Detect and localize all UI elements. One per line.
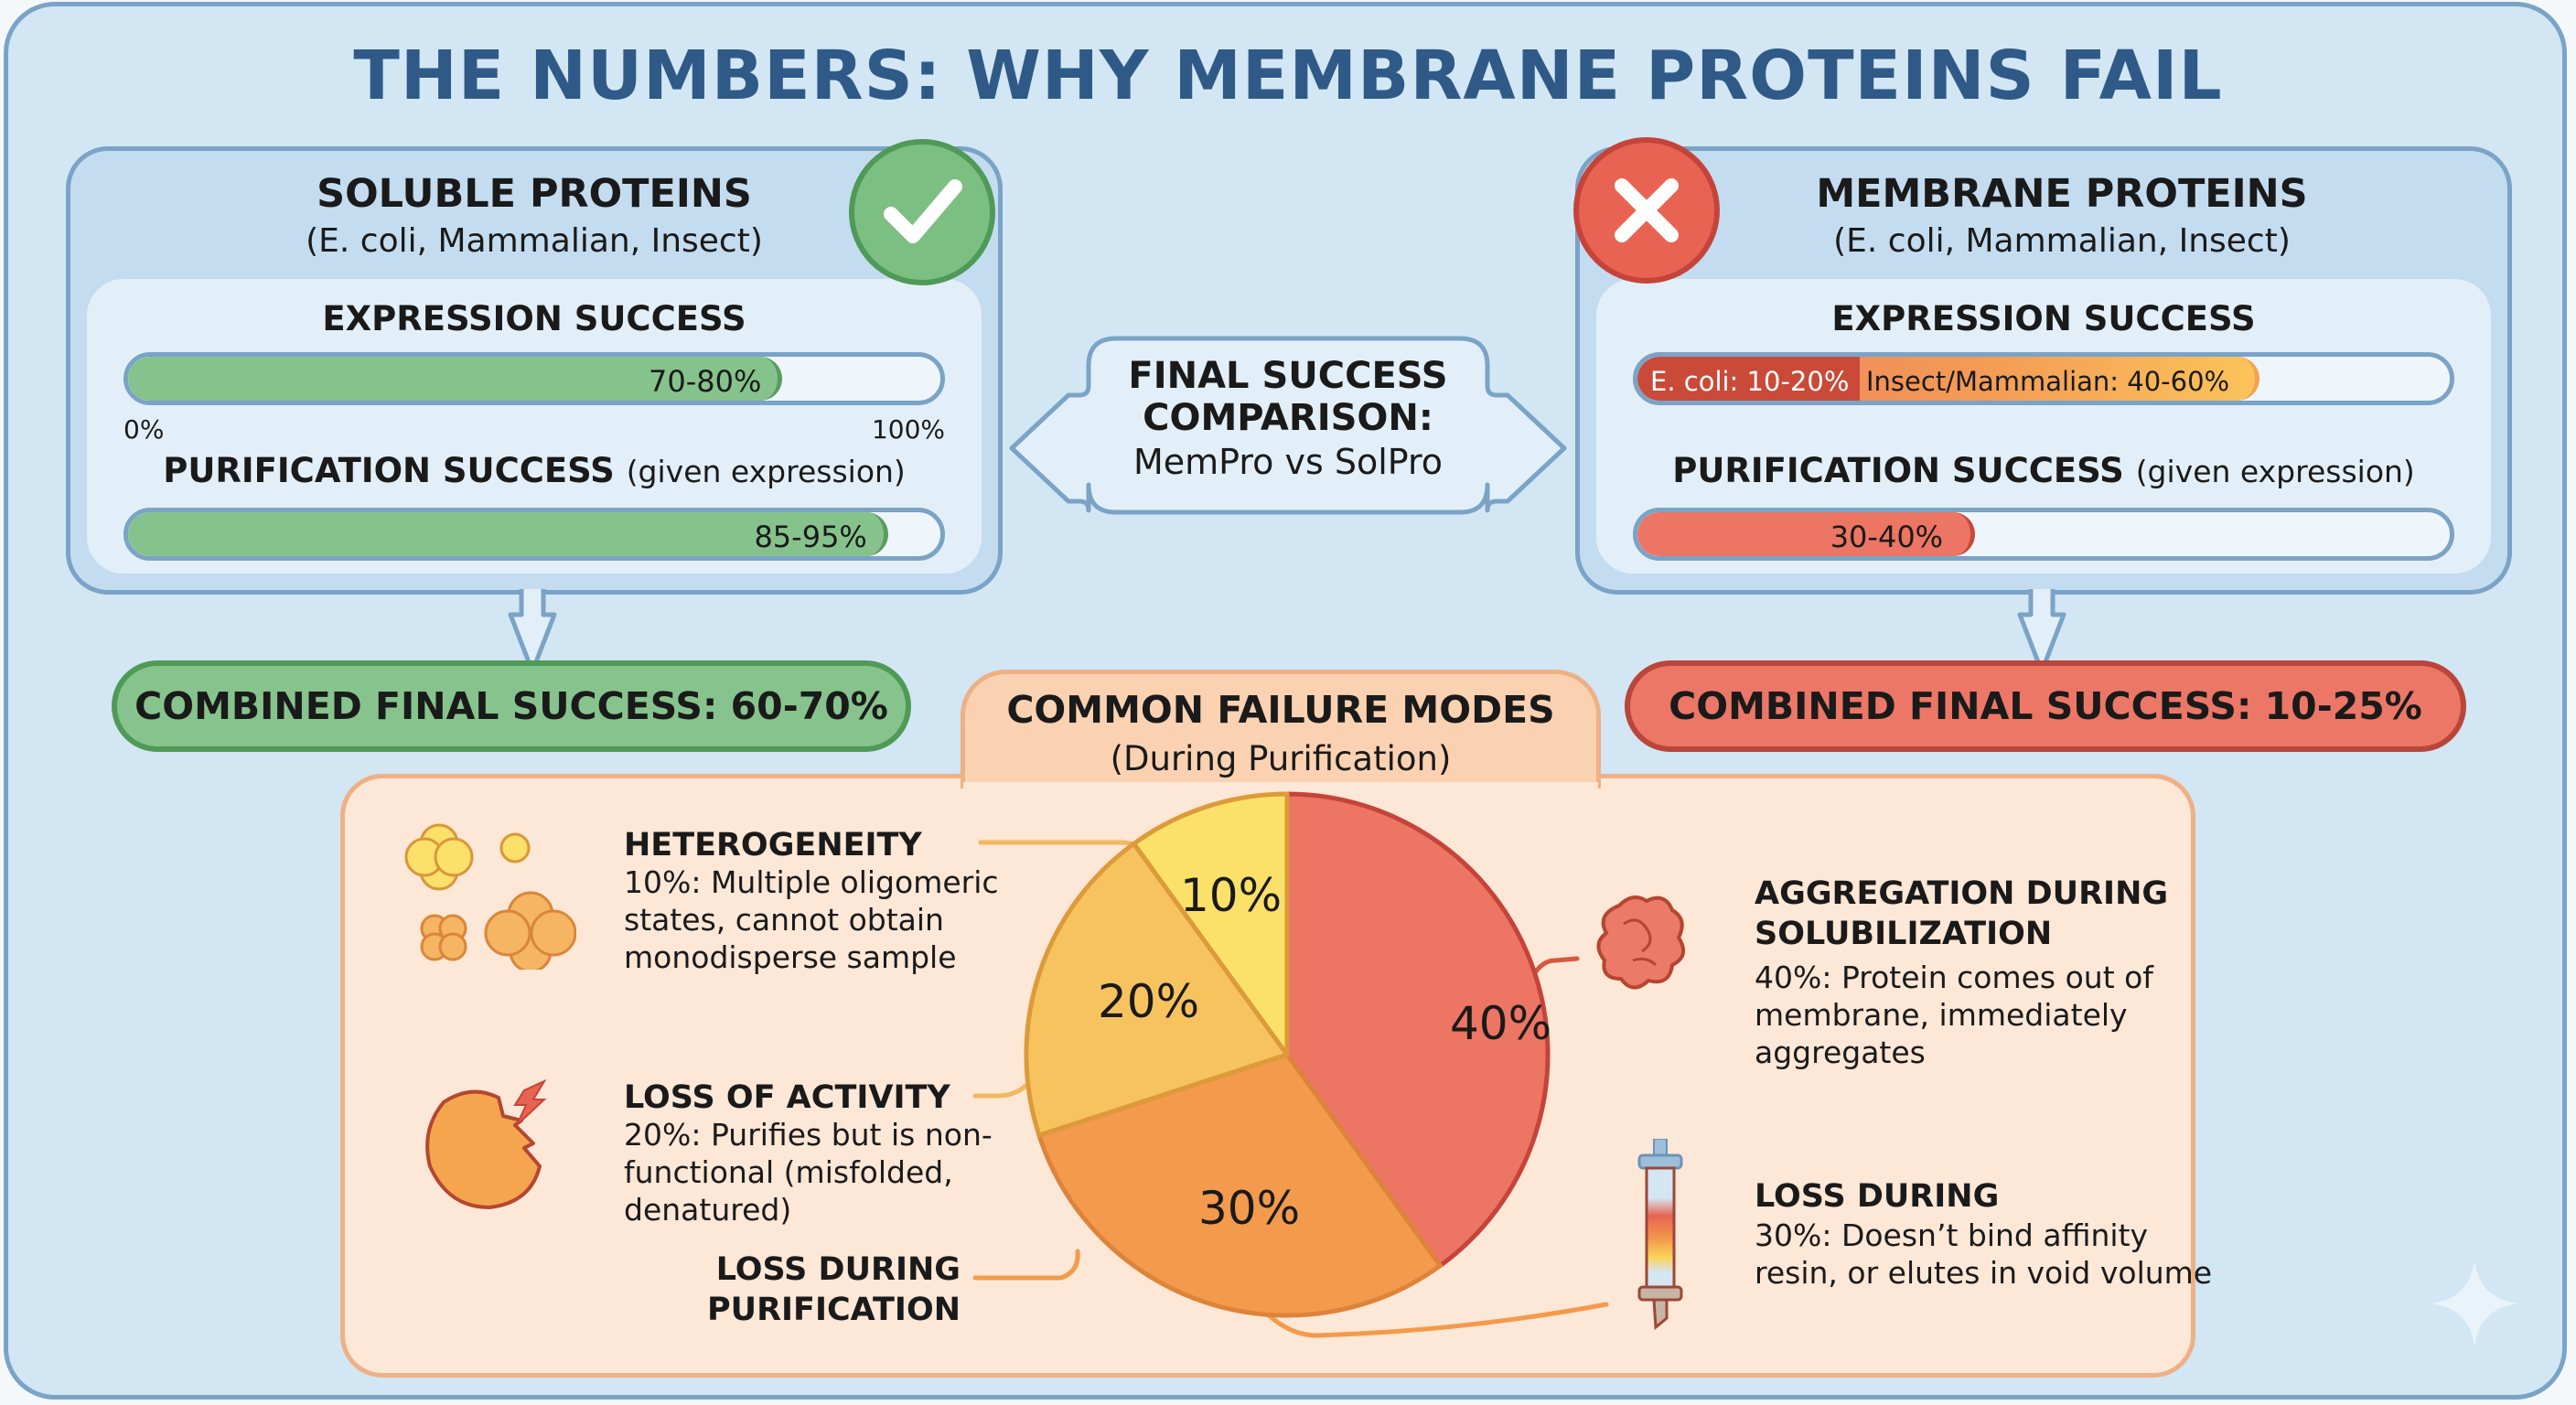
membrane-metrics: EXPRESSION SUCCESS E. coli: 10-20% Insec… [1596, 279, 2491, 574]
soluble-metrics: EXPRESSION SUCCESS 70-80% 0% 100% PURIFI… [87, 279, 982, 574]
comparison-line-2: COMPARISON: [1143, 397, 1433, 439]
chromatography-column-icon [1637, 1139, 1683, 1331]
loss-during-title: LOSS DURING [1755, 1178, 2000, 1215]
desc-line: monodisperse sample [624, 939, 957, 975]
failure-modes-header-tab [961, 670, 1601, 788]
scale-max: 100% [871, 414, 945, 445]
purification-bar: 85-95% [123, 508, 945, 561]
broken-protein-icon [425, 1079, 547, 1209]
purification-label: PURIFICATION SUCCESS (given expression) [1596, 451, 2491, 490]
expression-bar: 70-80% [123, 352, 945, 405]
purification-bar: 30-40% [1633, 508, 2454, 561]
title-line: LOSS DURING [715, 1251, 961, 1288]
expression-fill: E. coli: 10-20% Insect/Mammalian: 40-60% [1637, 357, 2259, 401]
desc-line: 40%: Protein comes out of [1755, 960, 2153, 995]
x-icon [1573, 137, 1720, 284]
comparison-text: FINAL SUCCESS COMPARISON: MemPro vs SolP… [1006, 355, 1570, 485]
comparison-line-3: MemPro vs SolPro [1132, 442, 1444, 482]
purification-qualifier: (given expression) [2135, 454, 2415, 489]
loss-of-activity-title: LOSS OF ACTIVITY [624, 1079, 950, 1116]
loss-during-purification-title: LOSS DURING PURIFICATION [659, 1249, 961, 1330]
expression-label: EXPRESSION SUCCESS [322, 299, 746, 338]
expression-ecoli-value: E. coli: 10-20% [1650, 366, 1850, 397]
tab-join [963, 782, 1598, 793]
loss-of-activity-desc: 20%: Purifies but is non- functional (mi… [624, 1116, 993, 1228]
membrane-title: MEMBRANE PROTEINS [1816, 171, 2308, 217]
aggregation-desc: 40%: Protein comes out of membrane, imme… [1755, 959, 2153, 1071]
desc-line: membrane, immediately [1755, 997, 2128, 1033]
scale-min: 0% [123, 414, 165, 445]
double-arrow-icon [1009, 336, 1567, 515]
desc-line: 20%: Purifies but is non- [624, 1117, 993, 1153]
loss-during-desc: 30%: Doesn’t bind affinity resin, or elu… [1755, 1217, 2212, 1292]
expression-value: 70-80% [649, 364, 762, 399]
purification-value: 30-40% [1830, 520, 1944, 554]
soluble-title: SOLUBLE PROTEINS [317, 171, 752, 217]
comparison-line-1: FINAL SUCCESS [1128, 355, 1448, 397]
pie-chart-svg [1024, 791, 1551, 1318]
purification-label: PURIFICATION SUCCESS (given expression) [87, 451, 982, 490]
expression-bar: E. coli: 10-20% Insect/Mammalian: 40-60% [1633, 352, 2454, 405]
desc-line: resin, or elutes in void volume [1755, 1255, 2213, 1291]
check-icon [849, 139, 995, 285]
soluble-combined-result: COMBINED FINAL SUCCESS: 60-70% [112, 660, 911, 752]
soluble-subtitle: (E. coli, Mammalian, Insect) [306, 222, 763, 260]
purification-label-text: PURIFICATION SUCCESS [163, 451, 615, 490]
purification-fill: 30-40% [1637, 512, 1976, 556]
desc-line: 30%: Doesn’t bind affinity [1755, 1217, 2149, 1253]
purification-value: 85-95% [754, 520, 867, 554]
purification-qualifier: (given expression) [626, 454, 906, 489]
final-comparison-callout: FINAL SUCCESS COMPARISON: MemPro vs SolP… [1006, 329, 1570, 521]
pie-label-20: 20% [1098, 975, 1200, 1028]
failure-modes-subtitle: (During Purification) [1110, 739, 1452, 778]
desc-line: functional (misfolded, [624, 1154, 953, 1190]
purification-fill: 85-95% [128, 512, 888, 556]
pie-label-40: 40% [1450, 997, 1552, 1050]
membrane-combined-result: COMBINED FINAL SUCCESS: 10-25% [1625, 660, 2466, 752]
sparkle-icon [2431, 1260, 2518, 1347]
aggregation-title: AGGREGATION DURING SOLUBILIZATION [1755, 874, 2168, 954]
title-line: AGGREGATION DURING [1755, 875, 2169, 912]
desc-line: states, cannot obtain [624, 902, 944, 938]
membrane-proteins-panel: MEMBRANE PROTEINS (E. coli, Mammalian, I… [1575, 146, 2512, 595]
desc-line: 10%: Multiple oligomeric [624, 864, 999, 900]
scale-ticks: 0% 100% [123, 414, 945, 445]
expression-fill: 70-80% [128, 357, 783, 401]
title-line: PURIFICATION [707, 1292, 961, 1328]
pie-label-10: 10% [1180, 869, 1283, 922]
expression-insect-value: Insect/Mammalian: 40-60% [1866, 366, 2230, 397]
failure-modes-pie-chart: 40% 30% 20% 10% [1006, 768, 1555, 1335]
oligomer-clusters-icon [404, 823, 576, 970]
expression-label: EXPRESSION SUCCESS [1831, 299, 2256, 338]
desc-line: denatured) [624, 1192, 792, 1228]
membrane-subtitle: (E. coli, Mammalian, Insect) [1833, 222, 2291, 260]
desc-line: aggregates [1755, 1035, 1926, 1070]
ecoli-segment [1637, 357, 1860, 401]
purification-label-text: PURIFICATION SUCCESS [1672, 451, 2124, 490]
page-title: THE NUMBERS: WHY MEMBRANE PROTEINS FAIL [353, 37, 2223, 115]
aggregate-blob-icon [1596, 896, 1686, 990]
failure-modes-title: COMMON FAILURE MODES [1006, 688, 1555, 732]
pie-label-30: 30% [1198, 1182, 1301, 1235]
heterogeneity-title: HETEROGENEITY [624, 827, 922, 863]
heterogeneity-desc: 10%: Multiple oligomeric states, cannot … [624, 863, 999, 976]
title-line: SOLUBILIZATION [1755, 916, 2053, 952]
